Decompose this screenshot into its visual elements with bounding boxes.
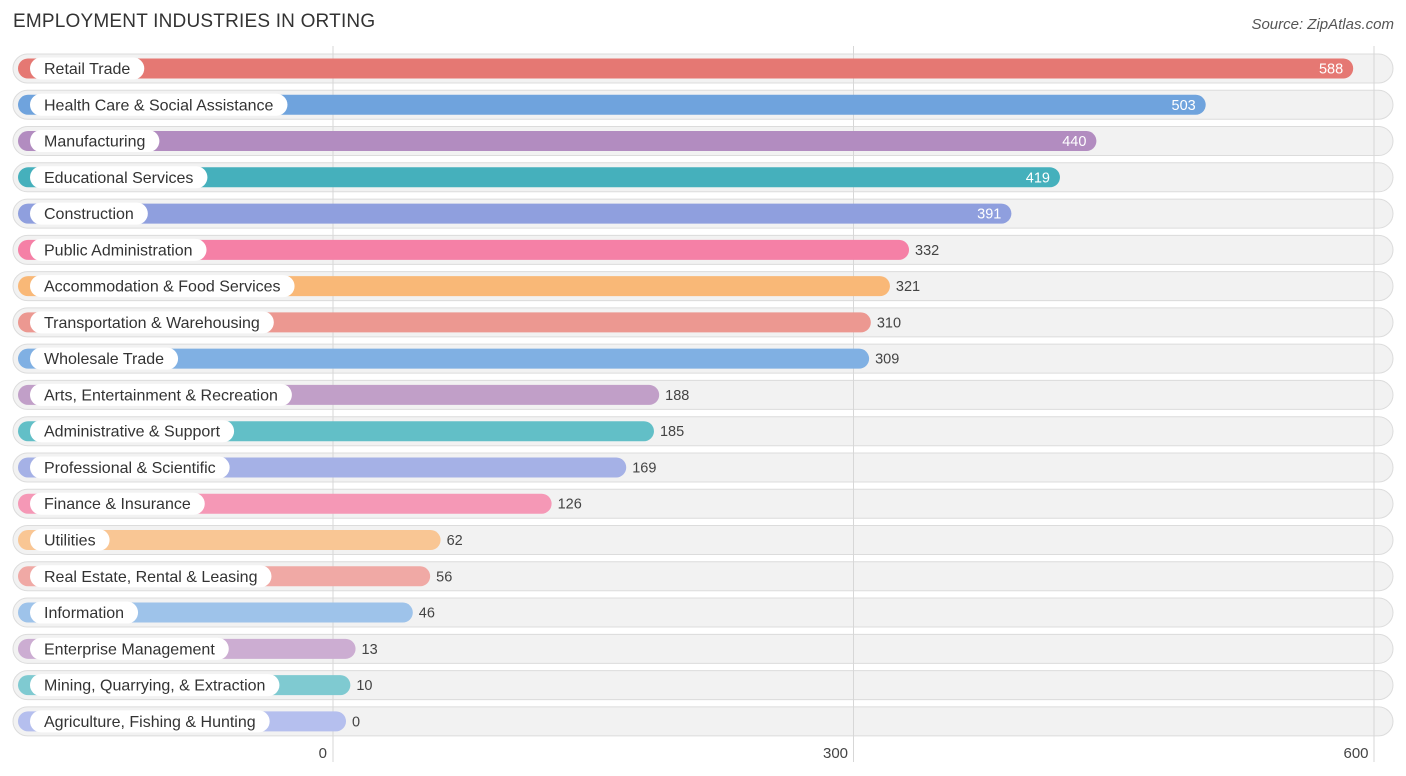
label-pill [30, 130, 160, 153]
bar [18, 58, 1354, 79]
value-label: 503 [1172, 98, 1196, 114]
value-label: 309 [875, 352, 899, 368]
category-label: Administrative & Support [44, 424, 221, 441]
bar-group: Enterprise Management 13 [18, 637, 378, 660]
value-label: 321 [896, 279, 920, 295]
label-pill [30, 93, 288, 116]
bar-group: Educational Services 419 [18, 166, 1060, 189]
category-label: Information [44, 605, 124, 622]
bar-group: Accommodation & Food Services 321 [18, 275, 920, 298]
label-pill [30, 492, 205, 515]
row-background [12, 706, 1394, 737]
bar-group: Real Estate, Rental & Leasing 56 [18, 565, 452, 588]
category-label: Educational Services [44, 170, 193, 187]
value-label: 46 [419, 606, 435, 622]
label-pill [30, 383, 292, 406]
bar-group: Construction 391 [18, 202, 1012, 225]
bar-group: Mining, Quarrying, & Extraction 10 [18, 674, 372, 697]
bar-group: Arts, Entertainment & Recreation 188 [18, 383, 689, 406]
bar [18, 167, 1060, 188]
bar [18, 94, 1206, 115]
value-label: 188 [665, 388, 689, 404]
label-pill [30, 347, 179, 370]
bar-group: Administrative & Support 185 [18, 420, 684, 443]
label-pill [30, 710, 270, 733]
bar-group: Agriculture, Fishing & Hunting 0 [18, 710, 360, 733]
value-label: 0 [352, 714, 360, 730]
bar [18, 348, 870, 369]
bar-group: Professional & Scientific 169 [18, 456, 656, 479]
value-label: 332 [915, 243, 939, 259]
category-label: Health Care & Social Assistance [44, 97, 274, 114]
label-pill [30, 420, 235, 443]
value-label: 126 [558, 497, 582, 513]
value-label: 185 [660, 424, 684, 440]
bar [18, 239, 910, 260]
category-label: Public Administration [44, 242, 193, 259]
value-label: 10 [356, 678, 372, 694]
category-label: Transportation & Warehousing [44, 315, 260, 332]
value-label: 13 [362, 642, 378, 658]
category-label: Enterprise Management [44, 641, 215, 658]
label-pill [30, 601, 139, 624]
category-label: Retail Trade [44, 61, 130, 78]
category-label: Agriculture, Fishing & Hunting [44, 714, 256, 731]
value-label: 391 [977, 207, 1001, 223]
bar-group: Transportation & Warehousing 310 [18, 311, 901, 334]
label-pill [30, 238, 207, 261]
value-label: 169 [632, 460, 656, 476]
category-label: Construction [44, 206, 134, 223]
bar-group: Public Administration 332 [18, 238, 939, 261]
category-label: Utilities [44, 533, 96, 550]
category-label: Professional & Scientific [44, 460, 216, 477]
label-pill [30, 456, 230, 479]
value-label: 310 [877, 315, 901, 331]
bar-group: Wholesale Trade 309 [18, 347, 899, 370]
bar-group: Retail Trade 588 [18, 57, 1354, 80]
x-tick-label: 600 [1343, 745, 1368, 762]
x-tick-label: 0 [319, 745, 327, 762]
bar-group: Information 46 [18, 601, 435, 624]
bar [18, 131, 1097, 152]
category-label: Wholesale Trade [44, 351, 164, 368]
source-label: Source: ZipAtlas.com [1251, 16, 1394, 33]
label-pill [30, 565, 272, 588]
bar-group: Health Care & Social Assistance 503 [18, 93, 1206, 116]
value-label: 588 [1319, 62, 1343, 78]
label-pill [30, 674, 280, 697]
category-label: Arts, Entertainment & Recreation [44, 387, 278, 404]
label-pill [30, 166, 208, 189]
row-background [12, 670, 1394, 701]
bar-group: Finance & Insurance 126 [18, 492, 582, 515]
row-background [12, 633, 1394, 664]
chart-title: EMPLOYMENT INDUSTRIES IN ORTING [13, 11, 376, 32]
category-label: Mining, Quarrying, & Extraction [44, 678, 265, 695]
category-label: Finance & Insurance [44, 496, 191, 513]
category-label: Accommodation & Food Services [44, 279, 281, 296]
bar [18, 530, 441, 551]
value-label: 419 [1026, 170, 1050, 186]
category-label: Real Estate, Rental & Leasing [44, 569, 257, 586]
label-pill [30, 57, 145, 80]
x-tick-label: 300 [823, 745, 848, 762]
bar-group: Manufacturing 440 [18, 130, 1097, 153]
category-label: Manufacturing [44, 134, 145, 151]
label-pill [30, 275, 295, 298]
label-pill [30, 637, 229, 660]
value-label: 62 [447, 533, 463, 549]
value-label: 440 [1062, 134, 1086, 150]
bar-group: Utilities 62 [18, 529, 463, 552]
value-label: 56 [436, 569, 452, 585]
bar [18, 203, 1012, 224]
label-pill [30, 529, 110, 552]
label-pill [30, 311, 274, 334]
label-pill [30, 202, 148, 225]
